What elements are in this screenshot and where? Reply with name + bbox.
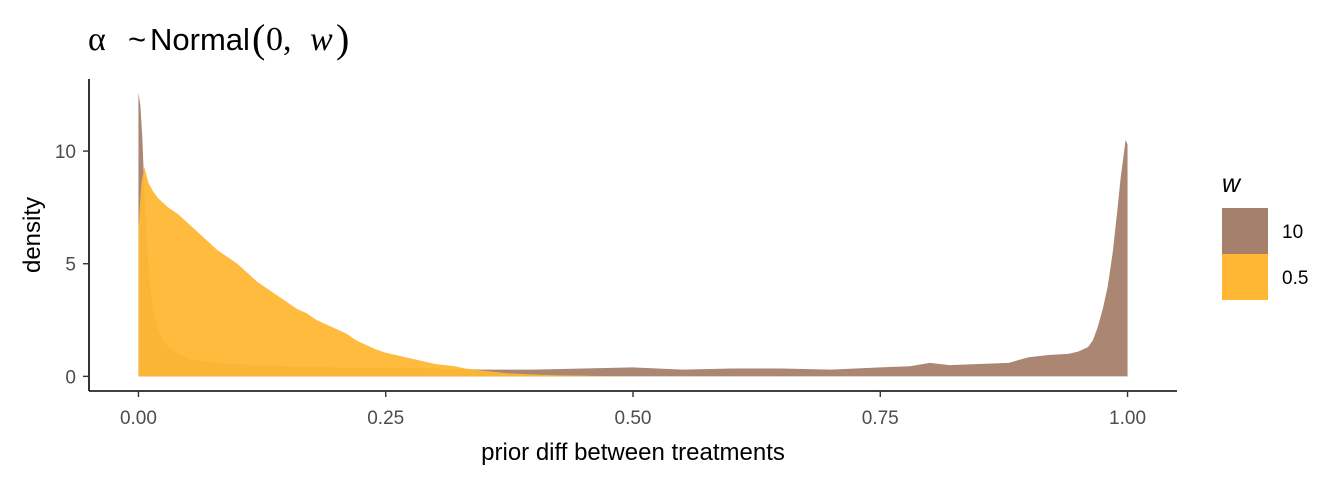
y-tick-label: 0 [65,367,76,388]
density-area-w-0-5 [138,166,633,377]
x-tick-label: 0.75 [862,408,899,429]
title-close-paren: ) [336,16,349,61]
title-param: w [310,21,333,58]
title-open-paren: ( [252,16,265,61]
series-layer [138,92,1128,377]
x-axis-title: prior diff between treatments [481,439,785,466]
legend-label: 10 [1282,222,1303,243]
x-axis-ticks: 0.00 0.25 0.50 0.75 1.00 [120,391,1146,429]
legend: w 100.5 [1222,170,1308,300]
x-tick-label: 0.00 [120,408,157,429]
legend-title: w [1222,170,1242,198]
legend-items: 100.5 [1222,208,1308,300]
x-tick-label: 1.00 [1109,408,1146,429]
x-tick-label: 0.25 [367,408,404,429]
title-zero: 0, [266,21,292,58]
y-tick-label: 5 [65,255,76,276]
chart-title: α ~ Normal ( 0, w ) [88,16,349,61]
y-axis-ticks: 0 5 10 [55,142,89,388]
legend-label: 0.5 [1282,268,1308,289]
title-alpha: α [88,21,106,58]
x-tick-label: 0.50 [615,408,652,429]
y-axis-title: density [19,197,46,273]
legend-swatch [1222,208,1268,254]
legend-swatch [1222,254,1268,300]
y-tick-label: 10 [55,142,76,163]
title-dist: Normal [150,22,250,57]
title-tilde: ~ [128,22,146,57]
